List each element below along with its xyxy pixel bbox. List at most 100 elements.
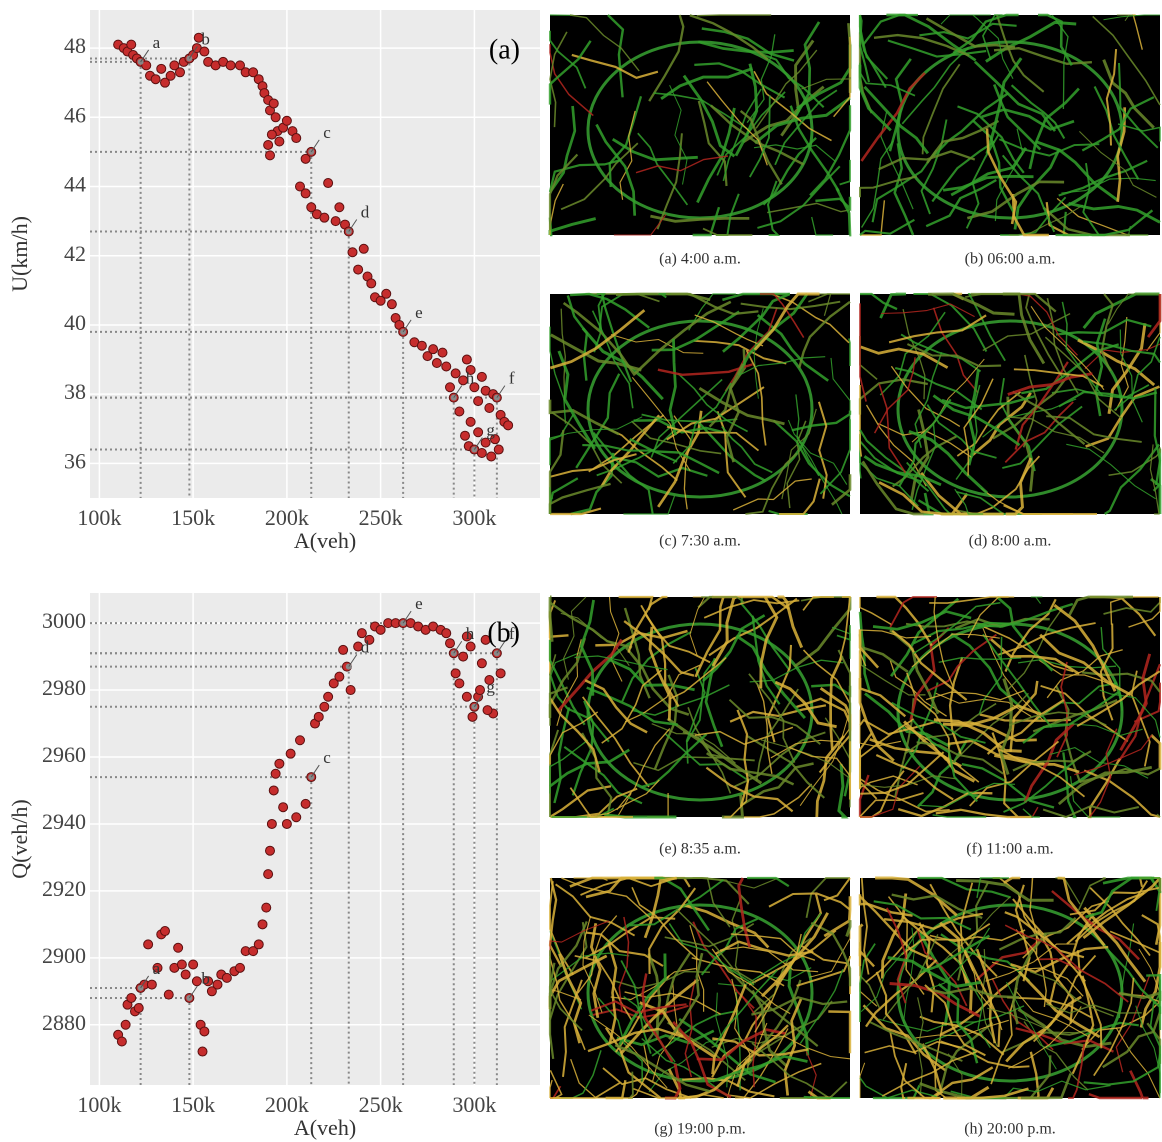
scatter-point [266,129,277,140]
road [548,399,620,436]
x-axis-title: A(veh) [294,1115,356,1140]
road [701,596,745,604]
road [952,13,1019,54]
annotation-label: g [486,420,495,439]
scatter-point [353,641,364,652]
road [618,953,667,1046]
road [549,326,567,424]
y-tick-label: 40 [64,310,86,335]
road [1107,323,1147,415]
road [966,180,1065,220]
road [742,762,814,806]
road [882,934,939,1021]
scatter-point [328,678,339,689]
road [1017,970,1101,1039]
road [1074,734,1153,776]
road [891,701,986,744]
road [759,596,779,689]
road [610,455,708,478]
scatter-point [268,785,279,796]
road [607,942,618,1043]
road [938,656,1022,663]
road [935,808,1032,819]
road [859,385,863,457]
road [1014,884,1031,982]
road [872,1084,921,1100]
road [1012,1080,1111,1093]
road [1006,416,1105,454]
scatter-point [458,375,469,386]
road [1141,914,1162,968]
road [549,44,594,117]
road [755,49,818,129]
road [618,916,630,1013]
road [873,900,972,931]
road [1004,598,1057,673]
road [1022,354,1038,448]
road [668,952,704,1041]
road [586,779,660,818]
scatter-point [445,638,455,649]
road [613,214,667,236]
road [911,633,1000,668]
road [736,1024,789,1087]
road [889,596,937,628]
annotation-label: a [153,33,161,52]
map-caption: (g) 19:00 p.m. [654,1121,746,1138]
road [913,621,1013,645]
scatter-point [152,962,163,973]
scatter-point [176,959,187,970]
annotation-label: d [361,638,370,657]
road [819,419,851,495]
road [917,997,924,1096]
road [876,595,933,647]
road [587,1027,684,1053]
road [1116,107,1127,202]
road [722,88,762,182]
annotation-leader [348,219,358,232]
road [860,751,945,795]
road [616,1029,715,1047]
road [593,293,606,353]
road [563,596,587,680]
road [975,934,1047,981]
y-axis-title: Q(veh/h) [7,799,32,878]
scatter-point [146,979,157,990]
annotation-label: h [466,624,475,643]
road [730,933,816,961]
road [955,384,981,480]
road [1011,932,1048,1025]
road [648,887,697,975]
map-caption: (c) 7:30 a.m. [659,533,741,550]
annotation-label: f [509,369,515,388]
road [689,925,705,1012]
road [1022,690,1120,744]
scatter-point [160,926,170,937]
road [1057,765,1153,806]
road [754,933,802,1033]
road [740,993,757,1088]
road [592,432,654,515]
road [656,133,683,230]
road [713,969,778,1047]
scatter-point [313,711,324,722]
scatter-point [319,701,330,712]
scatter-point [473,396,484,407]
road [928,292,1015,316]
road [608,596,623,682]
y-tick-label: 2920 [42,876,86,901]
road [942,174,1034,192]
road [1051,890,1140,961]
scatter-point [175,67,185,78]
scatter-point [461,354,472,365]
x-tick-label: 250k [359,505,403,530]
road [891,629,968,701]
map-image [858,13,1161,237]
road [940,933,1031,982]
road [579,599,595,696]
road [863,455,942,487]
road [969,740,1060,807]
road [766,644,793,743]
road [549,309,646,370]
road [926,119,1000,164]
